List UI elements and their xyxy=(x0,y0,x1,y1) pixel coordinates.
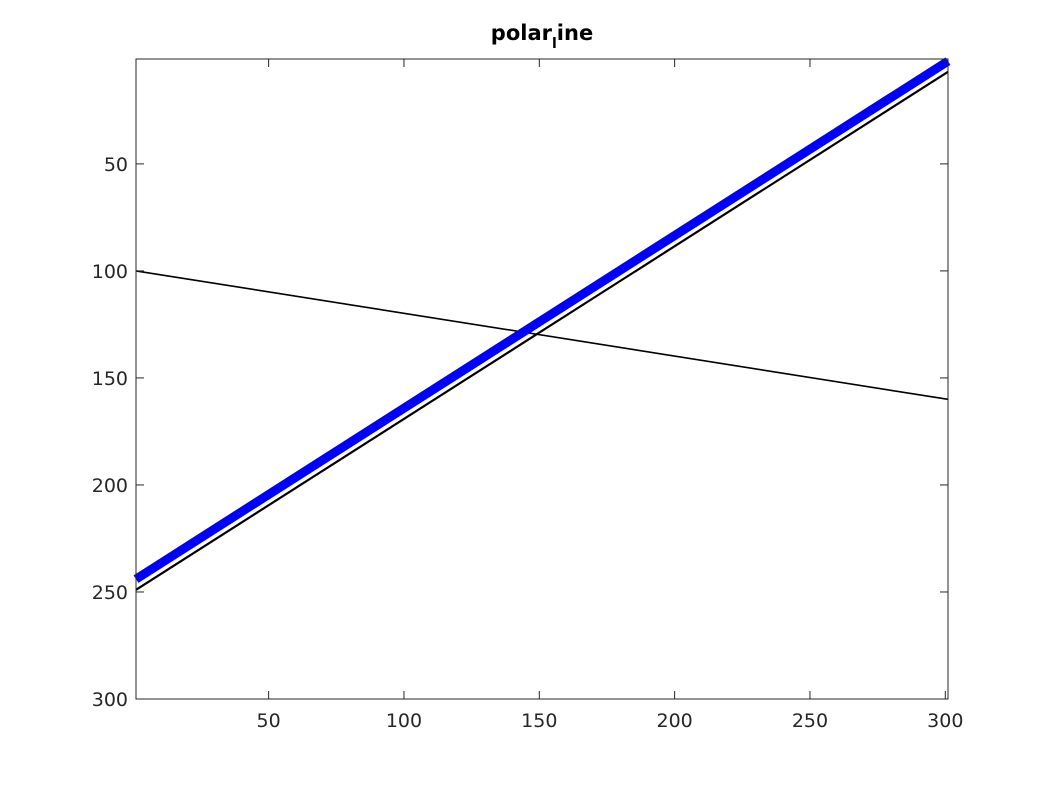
x-tick-label: 300 xyxy=(927,710,963,732)
chart-title: polarline xyxy=(491,21,593,52)
chart-title-subscript: l xyxy=(552,36,557,52)
series-line-1 xyxy=(135,270,949,401)
plot-area xyxy=(136,59,948,699)
series-line-2 xyxy=(135,70,949,591)
series-line-3 xyxy=(133,57,951,583)
y-tick-label: 250 xyxy=(92,582,128,604)
y-tick-label: 300 xyxy=(92,689,128,711)
x-tick-label: 50 xyxy=(257,710,281,732)
y-tick-label: 150 xyxy=(92,368,128,390)
axes-box xyxy=(135,58,949,700)
x-tick-label: 150 xyxy=(521,710,557,732)
y-tick-label: 100 xyxy=(92,261,128,283)
x-tick-label: 250 xyxy=(792,710,828,732)
axes-layer: 50 100 150 200 250 300 50 100 150 200 250 300 xyxy=(92,58,963,732)
y-tick-label: 200 xyxy=(92,475,128,497)
y-tick-label: 50 xyxy=(104,154,128,176)
x-tick-label: 100 xyxy=(386,710,422,732)
chart-title-suffix: ine xyxy=(557,21,593,45)
x-tick-label: 200 xyxy=(656,710,692,732)
chart-title-main: polar xyxy=(491,21,553,45)
series-layer xyxy=(133,57,951,591)
